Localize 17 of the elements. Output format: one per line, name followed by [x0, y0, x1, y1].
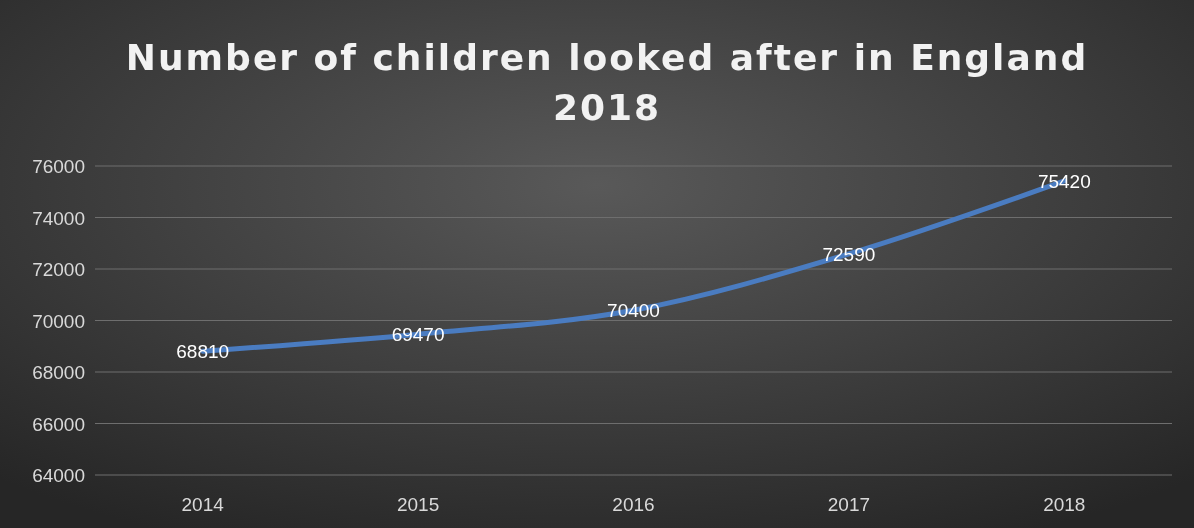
y-tick-label: 76000	[32, 156, 85, 177]
x-tick-label: 2018	[1043, 494, 1086, 515]
y-tick-label: 68000	[32, 362, 85, 383]
x-tick-label: 2015	[396, 494, 440, 515]
x-tick-label: 2017	[827, 494, 871, 515]
y-tick-label: 64000	[32, 465, 85, 486]
y-tick-label: 66000	[32, 413, 85, 435]
data-label: 70400	[607, 300, 660, 322]
y-tick-label: 72000	[32, 259, 85, 280]
y-tick-label: 70000	[32, 310, 85, 332]
y-tick-label: 74000	[32, 207, 85, 229]
data-label: 75420	[1037, 170, 1091, 192]
data-label: 68810	[176, 341, 230, 363]
data-label: 69470	[391, 324, 445, 346]
x-tick-label: 2014	[181, 494, 225, 515]
x-tick-label: 2016	[612, 494, 655, 515]
chart-title: Number of children looked after in England 2018	[125, 37, 1089, 128]
